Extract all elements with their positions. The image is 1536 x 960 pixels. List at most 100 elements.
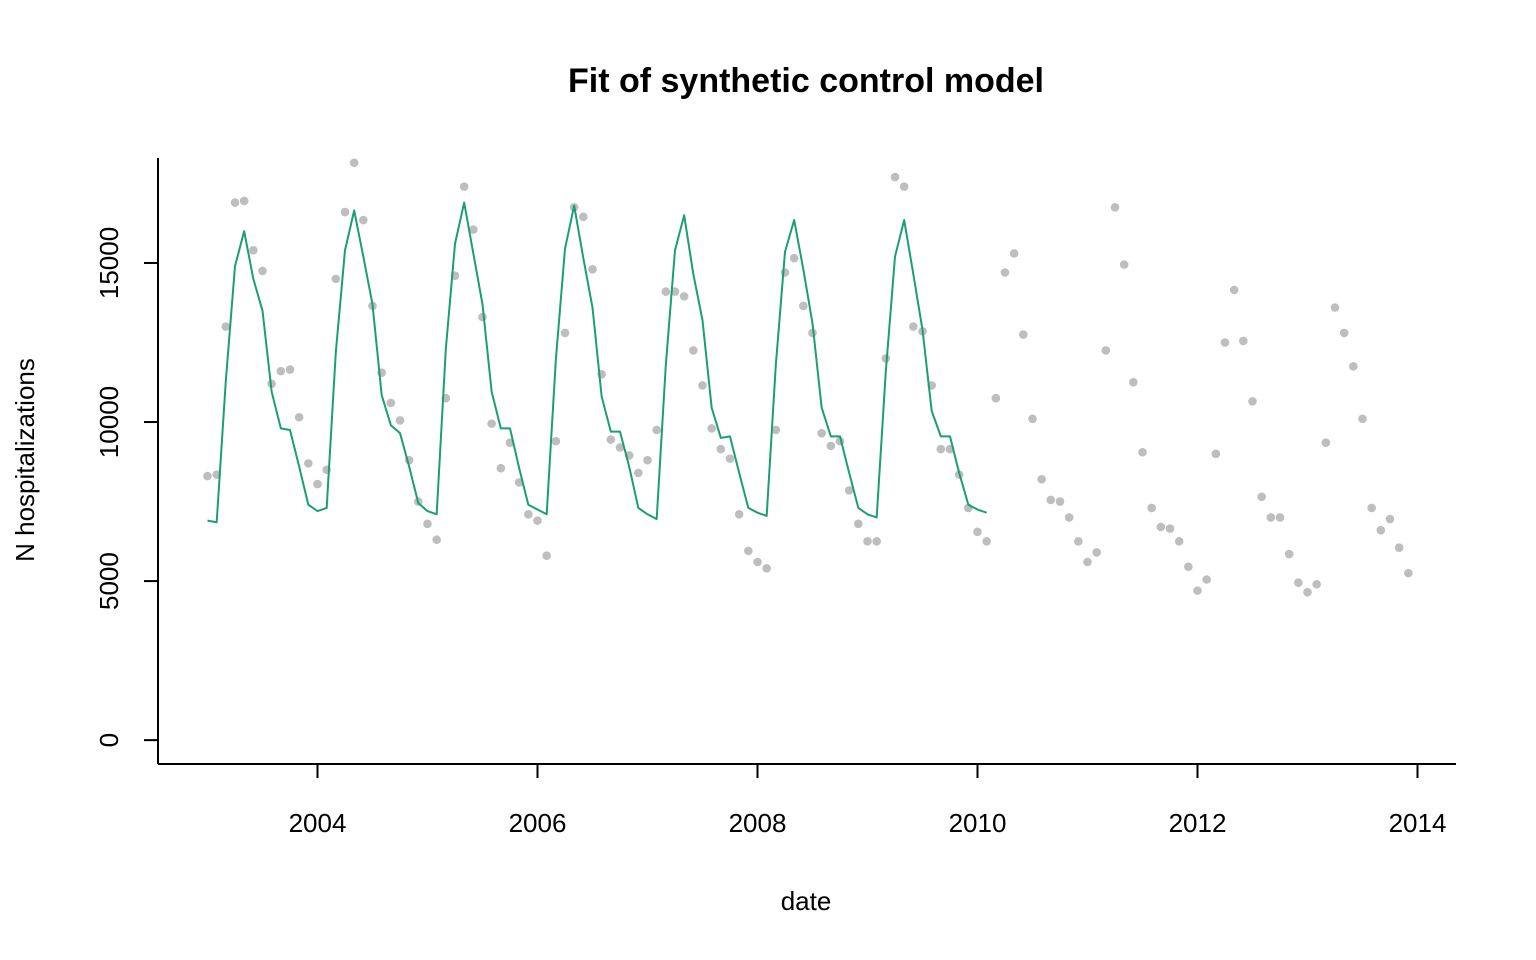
observed-point	[890, 172, 900, 182]
observed-point	[304, 459, 313, 468]
observed-point	[1367, 503, 1376, 513]
observed-point	[1138, 447, 1147, 457]
observed-point	[258, 266, 267, 276]
observed-point	[652, 425, 661, 435]
observed-point	[1330, 303, 1340, 312]
observed-point	[203, 471, 212, 481]
observed-point	[1257, 492, 1266, 502]
observed-point	[230, 198, 240, 207]
observed-point	[1083, 557, 1092, 567]
observed-point	[1110, 203, 1120, 212]
observed-point	[1147, 503, 1156, 513]
observed-point	[496, 463, 506, 473]
observed-point	[1248, 397, 1257, 406]
observed-point	[1266, 513, 1276, 522]
observed-point	[679, 292, 689, 301]
observed-point	[478, 312, 487, 322]
observed-point	[349, 158, 359, 168]
observed-point	[551, 436, 561, 446]
observed-point	[386, 398, 396, 408]
observed-point	[588, 265, 597, 274]
observed-point	[1339, 328, 1349, 338]
observed-point	[313, 479, 322, 489]
observed-point	[432, 535, 441, 545]
observed-point	[826, 441, 836, 451]
observed-point	[331, 274, 341, 284]
x-tick-label: 2008	[729, 808, 787, 838]
observed-point	[936, 444, 946, 454]
observed-point	[249, 245, 258, 255]
observed-point	[973, 527, 982, 537]
observed-point	[560, 328, 570, 338]
observed-point	[744, 546, 753, 556]
observed-point	[1174, 537, 1184, 546]
x-axis-label: date	[781, 886, 832, 916]
observed-point	[844, 486, 854, 495]
x-axis-ticks: 2004 2006 2008 2010 2012 2014	[289, 764, 1446, 838]
synthetic-fit-line	[207, 201, 987, 524]
observed-point	[487, 419, 496, 428]
observed-point	[762, 564, 771, 573]
observed-point	[753, 557, 762, 567]
x-tick-label: 2012	[1169, 808, 1227, 838]
observed-point	[1028, 414, 1037, 424]
x-tick-label: 2004	[289, 808, 347, 838]
x-tick-label: 2010	[949, 808, 1007, 838]
observed-point	[1101, 346, 1111, 355]
observed-point	[1092, 548, 1101, 557]
observed-point	[698, 381, 707, 390]
observed-point	[579, 212, 588, 222]
observed-point	[395, 416, 405, 425]
observed-point	[1220, 338, 1230, 347]
y-tick-label: 5000	[94, 552, 124, 610]
observed-point	[634, 468, 643, 478]
observed-point	[459, 182, 469, 191]
observed-point	[1156, 522, 1166, 532]
observed-point	[780, 268, 790, 277]
observed-point	[606, 435, 616, 444]
observed-point	[1275, 513, 1285, 522]
observed-point	[524, 509, 533, 519]
observed-point	[1211, 449, 1221, 459]
observed-point	[1202, 575, 1211, 584]
observed-point	[1074, 537, 1083, 546]
observed-point	[615, 443, 625, 452]
fit-line-path	[207, 201, 987, 524]
observed-point	[991, 393, 1001, 403]
observed-point	[276, 366, 286, 376]
observed-point	[1284, 549, 1294, 559]
observed-point	[1165, 524, 1175, 533]
observed-point	[725, 454, 735, 463]
observed-point	[239, 196, 249, 206]
observed-point	[1184, 562, 1193, 572]
observed-point	[982, 537, 991, 546]
chart-title: Fit of synthetic control model	[568, 62, 1044, 100]
observed-point	[734, 509, 744, 519]
observed-point	[1119, 260, 1129, 269]
observed-point	[1312, 579, 1321, 589]
observed-point	[661, 287, 671, 296]
observed-point	[1303, 587, 1312, 597]
observed-point	[899, 182, 909, 191]
observed-point	[789, 253, 799, 263]
observed-point	[1349, 362, 1358, 371]
observed-point	[1376, 525, 1386, 535]
observed-point	[1239, 336, 1248, 346]
observed-point	[1037, 474, 1046, 484]
observed-point	[817, 428, 826, 438]
observed-point	[1358, 414, 1367, 424]
observed-point	[863, 537, 872, 546]
y-axis-label: N hospitalizations	[10, 358, 40, 562]
observed-point	[423, 519, 432, 529]
observed-point	[1385, 514, 1395, 524]
observed-point	[1229, 285, 1239, 295]
observed-point	[1321, 438, 1331, 448]
observed-point	[533, 516, 542, 525]
y-tick-label: 0	[94, 733, 124, 747]
observed-point	[1294, 578, 1303, 587]
observed-point	[285, 365, 295, 374]
observed-point	[1064, 513, 1074, 522]
observed-point	[1000, 268, 1010, 277]
observed-point	[689, 346, 698, 355]
